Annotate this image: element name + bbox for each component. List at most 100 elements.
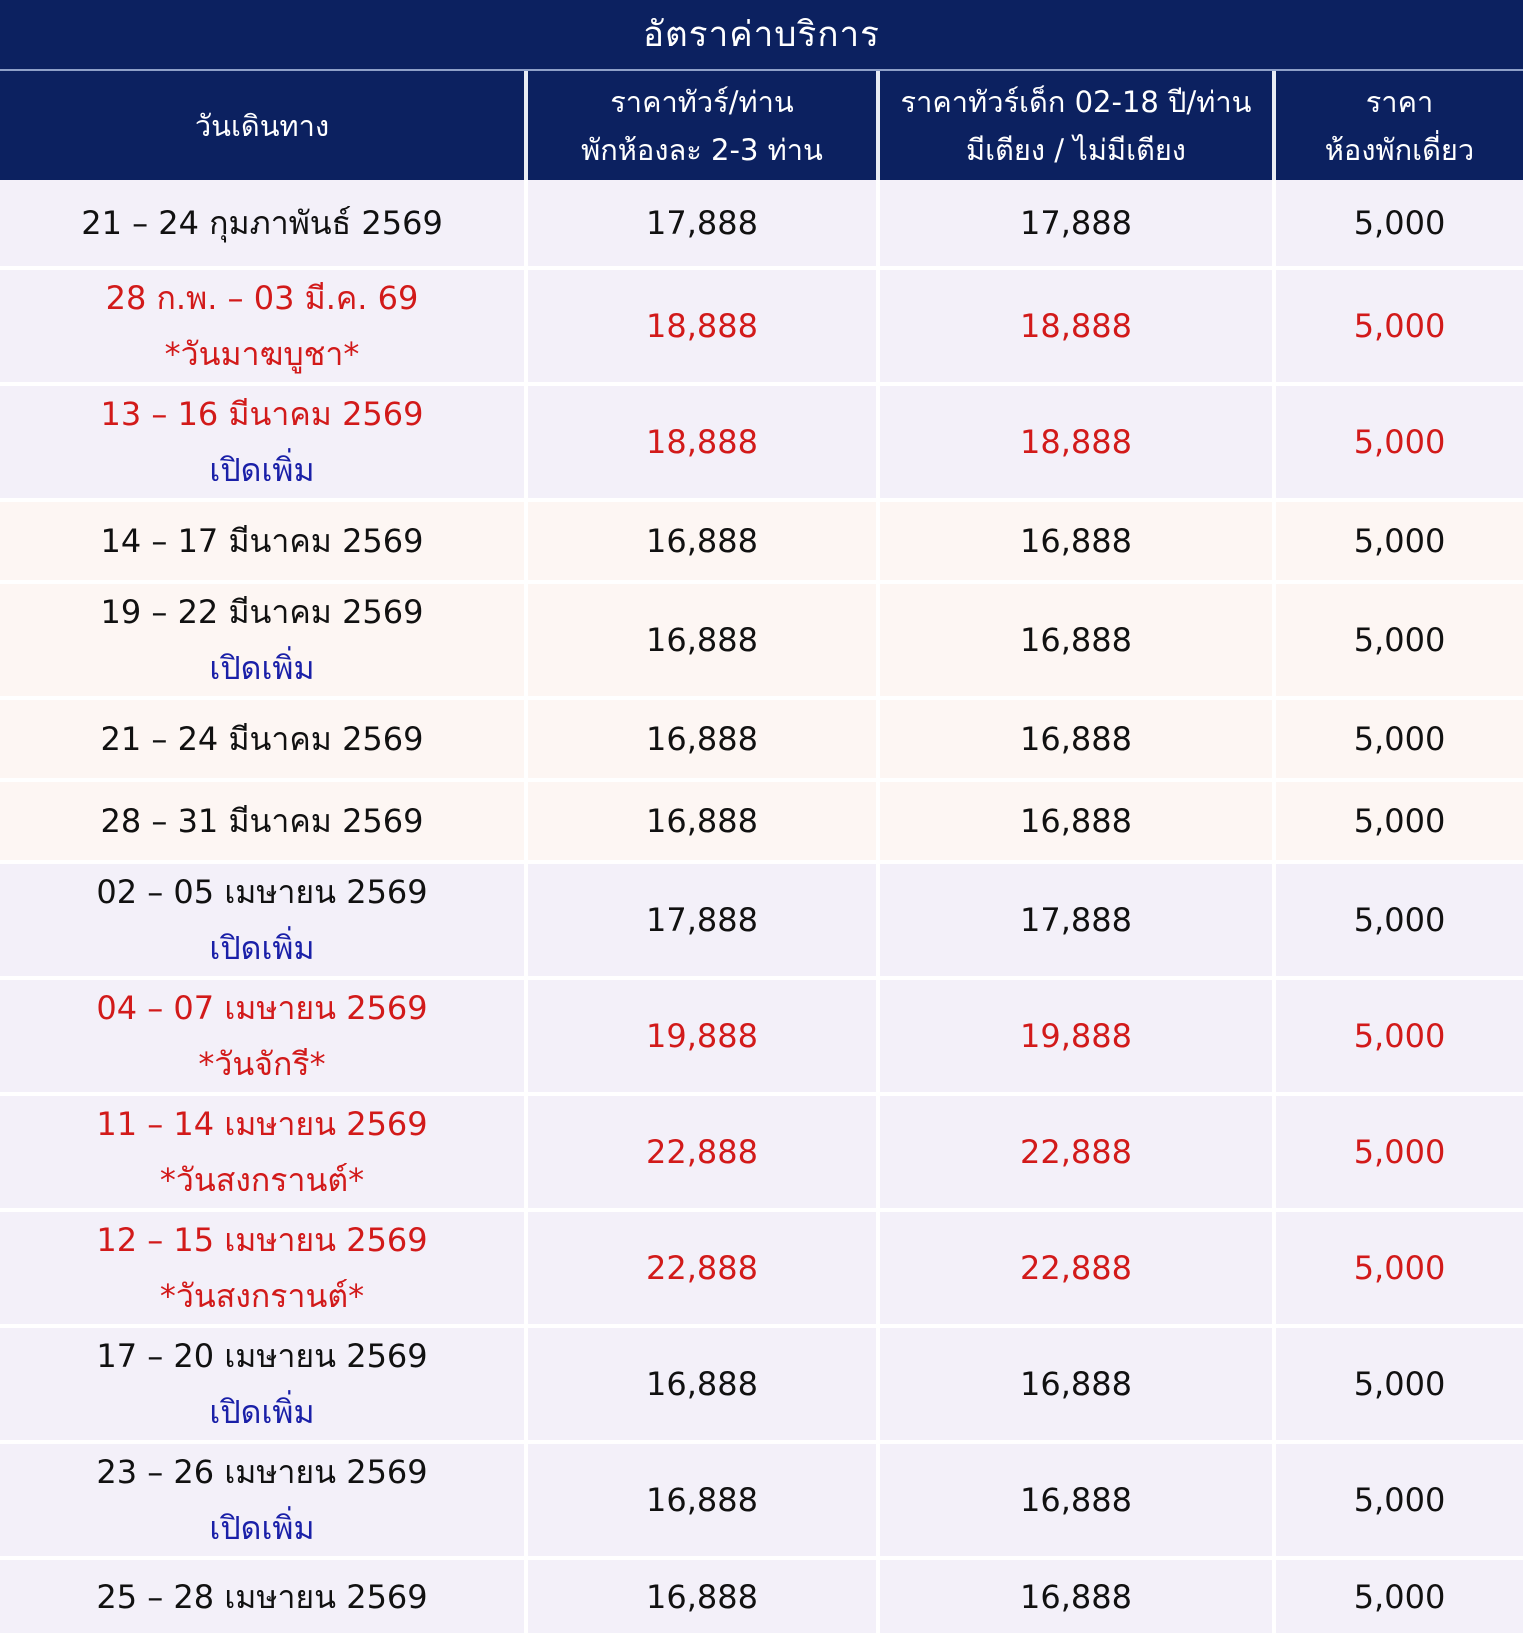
- adult-price-cell: 17,888: [528, 180, 880, 266]
- table-row: 28 – 31 มีนาคม 2569 16,888 16,888 5,000: [0, 778, 1523, 860]
- date-text: 23 – 26 เมษายน 2569: [96, 1453, 428, 1491]
- adult-price-cell: 16,888: [528, 1560, 880, 1633]
- single-room-cell: 5,000: [1353, 1577, 1446, 1616]
- single-room-cell: 5,000: [1353, 423, 1446, 461]
- table-row: 21 – 24 มีนาคม 2569 16,888 16,888 5,000: [0, 696, 1523, 778]
- table-row: 12 – 15 เมษายน 2569 *วันสงกรานต์* 22,888…: [0, 1208, 1523, 1324]
- table-row: 13 – 16 มีนาคม 2569 เปิดเพิ่ม 18,888 18,…: [0, 382, 1523, 498]
- child-price-cell: 16,888: [880, 1444, 1276, 1556]
- child-price-cell: 17,888: [880, 180, 1276, 266]
- table-title: อัตราค่าบริการ: [0, 0, 1523, 71]
- extra-departure-note: เปิดเพิ่ม: [209, 451, 315, 489]
- child-price-cell: 16,888: [880, 502, 1276, 580]
- child-price-cell: 16,888: [880, 1328, 1276, 1440]
- table-header-row: วันเดินทาง ราคาทัวร์/ท่าน พักห้องละ 2-3 …: [0, 71, 1523, 180]
- header-adult-price-line1: ราคาทัวร์/ท่าน: [610, 84, 794, 119]
- table-row: 28 ก.พ. – 03 มี.ค. 69 *วันมาฆบูชา* 18,88…: [0, 266, 1523, 382]
- adult-price-cell: 16,888: [528, 1444, 880, 1556]
- single-room-cell: 5,000: [1353, 1481, 1446, 1519]
- single-room-cell: 5,000: [1353, 802, 1446, 840]
- holiday-note: *วันสงกรานต์*: [159, 1277, 365, 1315]
- table-row: 17 – 20 เมษายน 2569 เปิดเพิ่ม 16,888 16,…: [0, 1324, 1523, 1440]
- date-cell: 12 – 15 เมษายน 2569 *วันสงกรานต์*: [0, 1212, 528, 1324]
- extra-departure-note: เปิดเพิ่ม: [209, 649, 315, 687]
- holiday-note: *วันสงกรานต์*: [159, 1161, 365, 1199]
- date-text: 13 – 16 มีนาคม 2569: [100, 395, 424, 433]
- date-text: 19 – 22 มีนาคม 2569: [100, 593, 424, 631]
- table-row: 04 – 07 เมษายน 2569 *วันจักรี* 19,888 19…: [0, 976, 1523, 1092]
- adult-price-cell: 17,888: [528, 864, 880, 976]
- date-cell: 04 – 07 เมษายน 2569 *วันจักรี*: [0, 980, 528, 1092]
- header-travel-date-label: วันเดินทาง: [194, 108, 330, 143]
- adult-price-cell: 18,888: [528, 270, 880, 382]
- child-price-cell: 17,888: [880, 864, 1276, 976]
- date-cell: 28 – 31 มีนาคม 2569: [0, 782, 528, 860]
- single-room-cell: 5,000: [1353, 720, 1446, 758]
- table-row: 21 – 24 กุมภาพันธ์ 2569 17,888 17,888 5,…: [0, 180, 1523, 266]
- date-cell: 21 – 24 กุมภาพันธ์ 2569: [0, 180, 528, 266]
- header-adult-price-line2: พักห้องละ 2-3 ท่าน: [581, 132, 823, 167]
- date-cell: 02 – 05 เมษายน 2569 เปิดเพิ่ม: [0, 864, 528, 976]
- header-single-room-line2: ห้องพักเดี่ยว: [1324, 132, 1475, 167]
- header-adult-price: ราคาทัวร์/ท่าน พักห้องละ 2-3 ท่าน: [528, 71, 880, 180]
- date-cell: 28 ก.พ. – 03 มี.ค. 69 *วันมาฆบูชา*: [0, 270, 528, 382]
- adult-price-cell: 18,888: [528, 386, 880, 498]
- single-room-cell: 5,000: [1353, 307, 1446, 345]
- child-price-cell: 18,888: [880, 270, 1276, 382]
- date-cell: 19 – 22 มีนาคม 2569 เปิดเพิ่ม: [0, 584, 528, 696]
- adult-price-cell: 16,888: [528, 502, 880, 580]
- single-room-cell: 5,000: [1353, 1017, 1446, 1055]
- child-price-cell: 16,888: [880, 584, 1276, 696]
- header-single-room-line1: ราคา: [1365, 84, 1434, 119]
- date-text: 21 – 24 มีนาคม 2569: [100, 720, 424, 758]
- single-room-cell: 5,000: [1353, 204, 1446, 242]
- date-text: 11 – 14 เมษายน 2569: [96, 1105, 428, 1143]
- child-price-cell: 16,888: [880, 1560, 1276, 1633]
- date-text: 25 – 28 เมษายน 2569: [96, 1577, 428, 1616]
- date-cell: 17 – 20 เมษายน 2569 เปิดเพิ่ม: [0, 1328, 528, 1440]
- date-text: 28 ก.พ. – 03 มี.ค. 69: [105, 279, 419, 317]
- date-cell: 23 – 26 เมษายน 2569 เปิดเพิ่ม: [0, 1444, 528, 1556]
- child-price-cell: 16,888: [880, 782, 1276, 860]
- header-single-room: ราคา ห้องพักเดี่ยว: [1276, 71, 1523, 180]
- single-room-cell: 5,000: [1353, 621, 1446, 659]
- date-text: 04 – 07 เมษายน 2569: [96, 989, 428, 1027]
- date-cell: 13 – 16 มีนาคม 2569 เปิดเพิ่ม: [0, 386, 528, 498]
- adult-price-cell: 16,888: [528, 782, 880, 860]
- date-cell: 14 – 17 มีนาคม 2569: [0, 502, 528, 580]
- single-room-cell: 5,000: [1353, 1133, 1446, 1171]
- table-row: 25 – 28 เมษายน 2569 16,888 16,888 5,000: [0, 1556, 1523, 1633]
- date-text: 21 – 24 กุมภาพันธ์ 2569: [81, 204, 443, 242]
- date-text: 02 – 05 เมษายน 2569: [96, 873, 428, 911]
- child-price-cell: 22,888: [880, 1212, 1276, 1324]
- child-price-cell: 16,888: [880, 700, 1276, 778]
- table-row: 11 – 14 เมษายน 2569 *วันสงกรานต์* 22,888…: [0, 1092, 1523, 1208]
- table-body: 21 – 24 กุมภาพันธ์ 2569 17,888 17,888 5,…: [0, 180, 1523, 1633]
- adult-price-cell: 16,888: [528, 584, 880, 696]
- child-price-cell: 19,888: [880, 980, 1276, 1092]
- header-travel-date: วันเดินทาง: [0, 71, 528, 180]
- date-text: 17 – 20 เมษายน 2569: [96, 1337, 428, 1375]
- date-cell: 11 – 14 เมษายน 2569 *วันสงกรานต์*: [0, 1096, 528, 1208]
- extra-departure-note: เปิดเพิ่ม: [209, 1393, 315, 1431]
- child-price-cell: 22,888: [880, 1096, 1276, 1208]
- table-row: 19 – 22 มีนาคม 2569 เปิดเพิ่ม 16,888 16,…: [0, 580, 1523, 696]
- holiday-note: *วันจักรี*: [198, 1045, 326, 1083]
- table-row: 02 – 05 เมษายน 2569 เปิดเพิ่ม 17,888 17,…: [0, 860, 1523, 976]
- date-text: 28 – 31 มีนาคม 2569: [100, 802, 424, 840]
- adult-price-cell: 16,888: [528, 1328, 880, 1440]
- single-room-cell: 5,000: [1353, 901, 1446, 939]
- child-price-cell: 18,888: [880, 386, 1276, 498]
- header-child-price-line1: ราคาทัวร์เด็ก 02-18 ปี/ท่าน: [900, 84, 1252, 119]
- adult-price-cell: 22,888: [528, 1096, 880, 1208]
- extra-departure-note: เปิดเพิ่ม: [209, 929, 315, 967]
- extra-departure-note: เปิดเพิ่ม: [209, 1509, 315, 1547]
- header-child-price-line2: มีเตียง / ไม่มีเตียง: [966, 132, 1186, 167]
- adult-price-cell: 22,888: [528, 1212, 880, 1324]
- adult-price-cell: 16,888: [528, 700, 880, 778]
- holiday-note: *วันมาฆบูชา*: [164, 335, 360, 373]
- date-text: 12 – 15 เมษายน 2569: [96, 1221, 428, 1259]
- date-cell: 21 – 24 มีนาคม 2569: [0, 700, 528, 778]
- table-row: 23 – 26 เมษายน 2569 เปิดเพิ่ม 16,888 16,…: [0, 1440, 1523, 1556]
